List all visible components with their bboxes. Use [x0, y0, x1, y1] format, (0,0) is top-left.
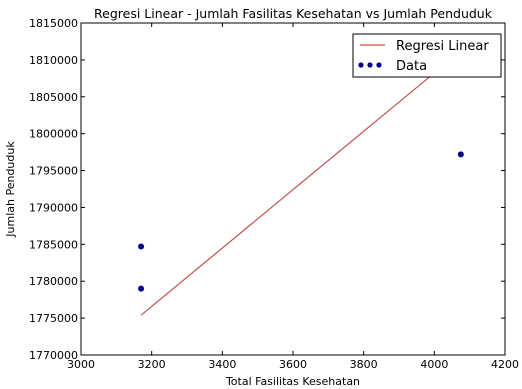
y-axis-ticks: 1770000 1775000 1780000 1785000 1790000 17950…	[29, 17, 505, 362]
x-axis-label: Total Fasilitas Kesehatan	[225, 375, 360, 388]
legend-box	[352, 33, 502, 78]
series-layer	[138, 50, 464, 316]
y-tick-label: 1770000	[29, 349, 78, 362]
x-tick-label: 4200	[491, 358, 519, 371]
x-tick-label: 3000	[67, 358, 95, 371]
y-tick-label: 1810000	[29, 54, 78, 67]
y-tick-label: 1805000	[29, 91, 78, 104]
y-tick-label: 1775000	[29, 312, 78, 325]
legend-marker-dot	[367, 62, 373, 68]
data-point	[457, 151, 464, 158]
data-point	[138, 243, 145, 250]
y-tick-label: 1800000	[29, 128, 78, 141]
x-tick-label: 3800	[350, 358, 378, 371]
y-tick-label: 1815000	[29, 17, 78, 30]
data-point	[138, 285, 145, 292]
y-tick-label: 1780000	[29, 275, 78, 288]
legend: Regresi Linear Data	[352, 33, 502, 78]
y-axis-label: Jumlah Penduduk	[4, 141, 17, 238]
regression-line	[140, 50, 462, 316]
x-axis-ticks: 3000 3200 3400 3600 3800 4000 4200	[67, 23, 519, 371]
legend-label-data: Data	[396, 59, 427, 74]
legend-marker-dot	[376, 62, 382, 68]
chart-title: Regresi Linear - Jumlah Fasilitas Keseha…	[94, 6, 493, 21]
legend-marker-dot	[358, 62, 364, 68]
x-tick-label: 3600	[279, 358, 307, 371]
x-tick-label: 3400	[208, 358, 236, 371]
x-tick-label: 3200	[138, 358, 166, 371]
y-tick-label: 1795000	[29, 165, 78, 178]
y-tick-label: 1785000	[29, 238, 78, 251]
x-tick-label: 4000	[420, 358, 448, 371]
legend-label-line: Regresi Linear	[396, 39, 489, 54]
legend-marker-swatch	[358, 62, 382, 68]
y-tick-label: 1790000	[29, 201, 78, 214]
